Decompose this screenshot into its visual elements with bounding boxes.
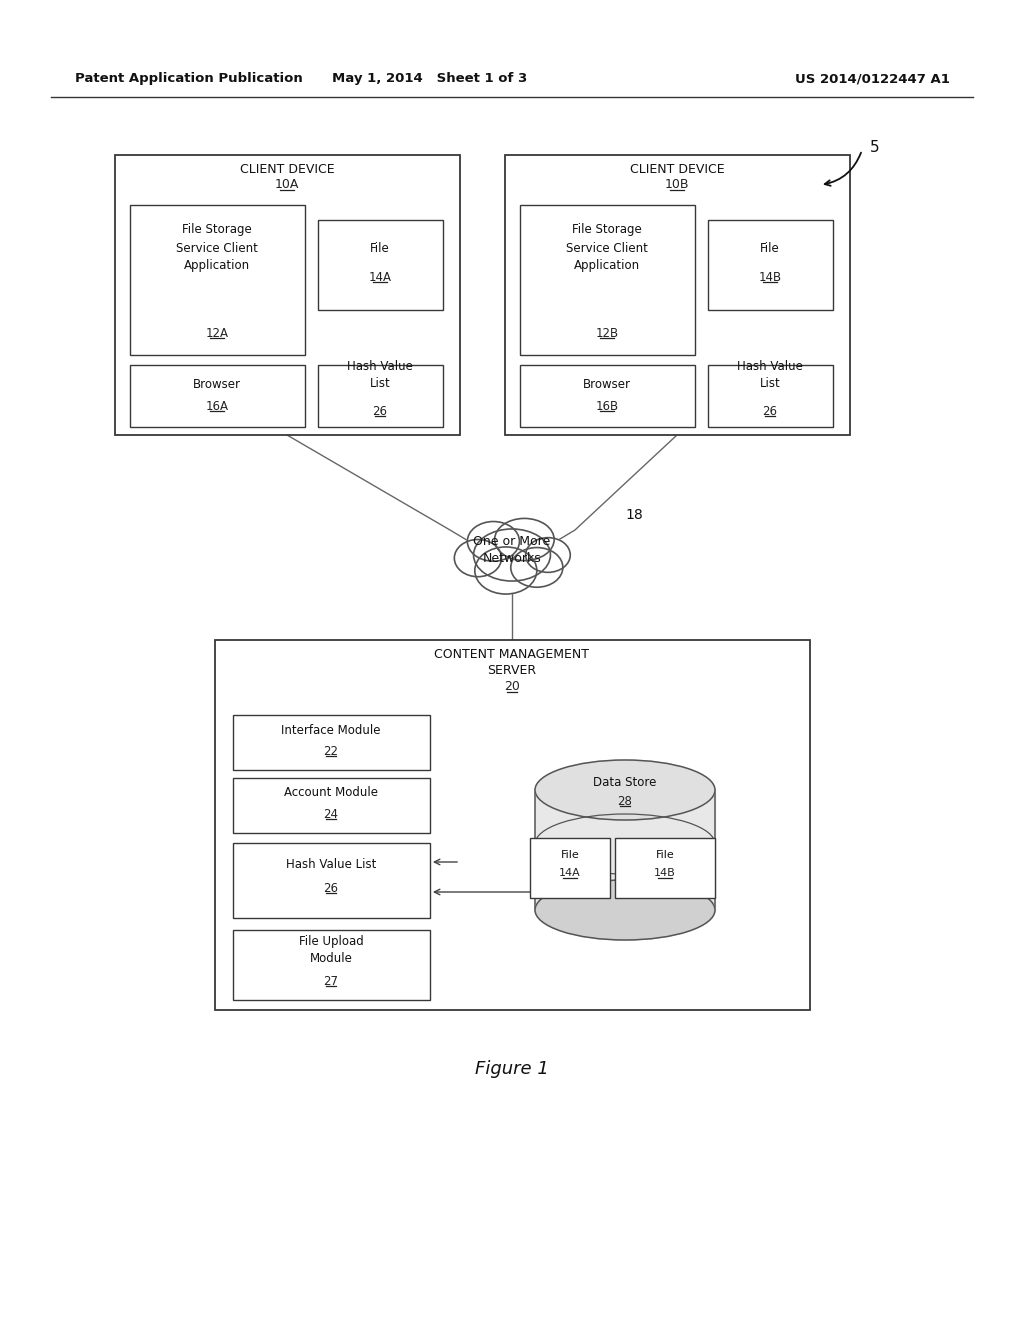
Bar bbox=[233, 715, 430, 770]
Text: File: File bbox=[760, 242, 780, 255]
Text: 10A: 10A bbox=[274, 178, 299, 191]
Text: File Storage
Service Client
Application: File Storage Service Client Application bbox=[176, 223, 258, 272]
Text: 18: 18 bbox=[625, 508, 643, 521]
Text: Figure 1: Figure 1 bbox=[475, 1060, 549, 1078]
Bar bbox=[520, 366, 695, 426]
Bar bbox=[318, 366, 443, 426]
Text: 26: 26 bbox=[763, 405, 777, 418]
Text: SERVER: SERVER bbox=[487, 664, 537, 677]
Text: CLIENT DEVICE: CLIENT DEVICE bbox=[630, 162, 724, 176]
Bar bbox=[233, 931, 430, 1001]
Text: May 1, 2014   Sheet 1 of 3: May 1, 2014 Sheet 1 of 3 bbox=[333, 73, 527, 84]
Text: 22: 22 bbox=[324, 744, 339, 758]
Text: 14A: 14A bbox=[559, 869, 581, 878]
Text: 5: 5 bbox=[870, 140, 880, 154]
Text: One or More
Networks: One or More Networks bbox=[473, 535, 551, 565]
Ellipse shape bbox=[473, 529, 551, 581]
Text: 14A: 14A bbox=[369, 271, 391, 284]
Text: Patent Application Publication: Patent Application Publication bbox=[75, 73, 303, 84]
Text: 26: 26 bbox=[324, 882, 339, 895]
Text: 10B: 10B bbox=[665, 178, 689, 191]
Text: 12A: 12A bbox=[206, 327, 228, 341]
Text: 12B: 12B bbox=[595, 327, 618, 341]
Text: File: File bbox=[655, 850, 675, 861]
Text: CLIENT DEVICE: CLIENT DEVICE bbox=[240, 162, 334, 176]
Text: 20: 20 bbox=[504, 680, 520, 693]
Bar bbox=[530, 838, 610, 898]
Text: Account Module: Account Module bbox=[284, 787, 378, 800]
Text: CONTENT MANAGEMENT: CONTENT MANAGEMENT bbox=[434, 648, 590, 661]
Text: Browser: Browser bbox=[583, 379, 631, 392]
Ellipse shape bbox=[455, 540, 502, 577]
Text: Browser: Browser bbox=[193, 379, 241, 392]
Bar bbox=[535, 789, 715, 909]
Ellipse shape bbox=[495, 519, 554, 561]
Text: File: File bbox=[370, 242, 390, 255]
Bar bbox=[318, 220, 443, 310]
Text: 14B: 14B bbox=[654, 869, 676, 878]
Bar bbox=[130, 205, 305, 355]
Ellipse shape bbox=[511, 548, 563, 587]
Bar bbox=[130, 366, 305, 426]
Text: 26: 26 bbox=[373, 405, 387, 418]
Text: File: File bbox=[560, 850, 580, 861]
Text: 16A: 16A bbox=[206, 400, 228, 413]
Text: Interface Module: Interface Module bbox=[282, 723, 381, 737]
Text: 27: 27 bbox=[324, 975, 339, 987]
Ellipse shape bbox=[535, 880, 715, 940]
Bar bbox=[215, 640, 810, 1010]
Bar bbox=[115, 154, 460, 436]
Text: 14B: 14B bbox=[759, 271, 781, 284]
Ellipse shape bbox=[525, 537, 570, 573]
Text: 28: 28 bbox=[617, 795, 633, 808]
Bar bbox=[520, 205, 695, 355]
Text: 16B: 16B bbox=[595, 400, 618, 413]
Bar bbox=[615, 838, 715, 898]
Text: File Storage
Service Client
Application: File Storage Service Client Application bbox=[566, 223, 648, 272]
Text: Hash Value
List: Hash Value List bbox=[737, 360, 803, 389]
Text: US 2014/0122447 A1: US 2014/0122447 A1 bbox=[795, 73, 950, 84]
Bar bbox=[708, 220, 833, 310]
Bar bbox=[505, 154, 850, 436]
Bar bbox=[233, 843, 430, 917]
Text: Hash Value
List: Hash Value List bbox=[347, 360, 413, 389]
Text: Hash Value List: Hash Value List bbox=[286, 858, 376, 871]
Ellipse shape bbox=[475, 546, 537, 594]
Ellipse shape bbox=[535, 760, 715, 820]
Bar bbox=[708, 366, 833, 426]
Text: Data Store: Data Store bbox=[593, 776, 656, 788]
Text: 24: 24 bbox=[324, 808, 339, 821]
Bar bbox=[233, 777, 430, 833]
Text: File Upload
Module: File Upload Module bbox=[299, 935, 364, 965]
Ellipse shape bbox=[467, 521, 519, 561]
